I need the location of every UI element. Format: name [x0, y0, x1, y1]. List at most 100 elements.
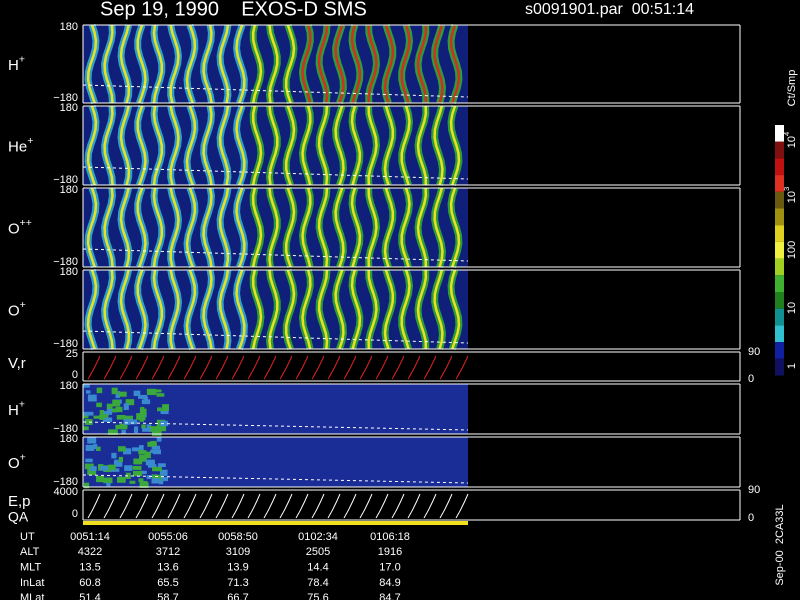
- spectrogram-cell: [111, 452, 117, 459]
- file-info: s0091901.par 00:51:14: [525, 1, 694, 18]
- y-tick-label: −180: [53, 256, 78, 268]
- trace: [391, 493, 405, 519]
- footer-value: 13.9: [227, 562, 248, 574]
- spectrogram-cell: [156, 393, 165, 397]
- colorbar-cell: [775, 158, 784, 176]
- spectrogram-cell: [156, 424, 167, 432]
- dashed-line: [82, 330, 469, 344]
- spectrogram-cell: [103, 477, 113, 484]
- spectrogram-cell: [138, 445, 144, 451]
- spectrogram-stripe-core: [350, 269, 362, 350]
- spectrogram-stripe-core: [152, 187, 164, 268]
- footer-value: 75.6: [307, 592, 328, 600]
- spectrogram-cell: [85, 419, 93, 425]
- spectrogram-stripe-core: [301, 187, 312, 268]
- spectrogram-stripe-core: [416, 24, 428, 104]
- panel-label: O++: [8, 217, 32, 238]
- colorbar-cell: [775, 141, 784, 159]
- panel-label: O+: [8, 451, 26, 472]
- trace: [199, 493, 213, 519]
- dashed-line: [82, 474, 469, 484]
- dashed-line: [82, 166, 469, 180]
- spectrogram-cell: [118, 391, 127, 397]
- spectrogram-stripe-core: [284, 24, 296, 104]
- spectrogram-cell: [159, 469, 168, 476]
- spectrogram-cell: [158, 463, 166, 468]
- colorbar-label: 10: [786, 302, 798, 314]
- spectrogram-cell: [145, 459, 155, 466]
- spectrogram-stripe-core: [169, 187, 180, 268]
- footer-value: 1916: [378, 546, 402, 558]
- spectrogram-stripe-core: [383, 105, 395, 186]
- dashed-line: [82, 248, 469, 262]
- spectrogram-stripe-core: [136, 24, 147, 104]
- trace: [455, 355, 469, 380]
- spectrogram-cell: [125, 399, 135, 406]
- trace: [183, 355, 197, 380]
- spectrogram-stripe-core: [301, 269, 312, 350]
- trace: [279, 355, 293, 380]
- footer-value: 60.8: [79, 577, 100, 589]
- spectrogram-cell: [140, 406, 145, 411]
- footer-label: UT: [20, 531, 35, 543]
- colorbar-title: Ct/Smp: [786, 70, 798, 107]
- spectrogram-cell: [150, 440, 157, 447]
- y-tick-label: 0: [72, 508, 78, 520]
- colorbar-cell: [775, 175, 784, 192]
- spectrogram-cell: [121, 429, 126, 435]
- colorbar-cell: [775, 308, 784, 326]
- spectrogram-stripe-core: [251, 187, 263, 268]
- y-tick-label: 180: [60, 433, 78, 445]
- trace: [119, 355, 133, 380]
- spectrogram-cell: [106, 408, 113, 415]
- colorbar-cell: [775, 258, 784, 276]
- spectrogram-cell: [115, 391, 121, 399]
- spectrogram-stripe-core: [400, 269, 411, 350]
- spectrogram-cell: [154, 389, 162, 393]
- spectrogram-stripe-core: [416, 105, 428, 186]
- footer-label: ALT: [20, 546, 40, 558]
- spectrogram-cell: [109, 408, 118, 413]
- spectrogram-stripe-core: [119, 269, 131, 350]
- colorbar-cell: [775, 125, 784, 142]
- trace: [263, 493, 277, 519]
- spectrogram-cell: [146, 475, 151, 480]
- footer-value: 0102:34: [298, 531, 338, 543]
- spectrogram-cell: [106, 482, 111, 487]
- y-tick-label: 25: [66, 348, 78, 360]
- panel-label-base: O: [8, 302, 20, 319]
- trace: [103, 493, 117, 519]
- spectrogram-cell: [85, 390, 91, 394]
- spectrogram-cell: [117, 446, 126, 452]
- spectrogram-cell: [147, 464, 157, 468]
- spectrogram-stripe-core: [334, 105, 345, 186]
- spectrogram-stripe-core: [185, 187, 197, 268]
- spectrogram-stripe-core: [367, 105, 378, 186]
- footer-value: 84.9: [379, 577, 400, 589]
- trace: [375, 493, 389, 519]
- spectrogram-stripe-core: [268, 269, 279, 350]
- spectrogram-stripe-core: [317, 269, 329, 350]
- spectrogram-stripe-core: [202, 24, 213, 104]
- trace: [311, 493, 325, 519]
- spectrogram-stripe-core: [284, 105, 296, 186]
- spectrogram-stripe-core: [103, 187, 114, 268]
- spectrogram-cell: [156, 437, 162, 442]
- trace: [327, 355, 341, 380]
- trace: [359, 355, 373, 380]
- trace: [215, 355, 229, 380]
- spectrogram-cell: [118, 456, 124, 463]
- spectrogram-stripe-core: [449, 105, 461, 186]
- footer-value: 51.4: [79, 592, 100, 600]
- spectrogram-stripe-core: [152, 269, 164, 350]
- spectrogram-stripe-core: [416, 269, 428, 350]
- spectrogram-stripe-core: [367, 24, 378, 104]
- spectrogram-cell: [99, 409, 105, 417]
- colorbar-cell: [775, 241, 784, 259]
- spectrogram-cell: [101, 414, 109, 418]
- spectrogram-cell: [96, 475, 104, 483]
- spectrogram-stripe-core: [251, 269, 263, 350]
- trace: [151, 355, 165, 380]
- y-tick-label: −180: [53, 92, 78, 104]
- trace: [391, 355, 405, 380]
